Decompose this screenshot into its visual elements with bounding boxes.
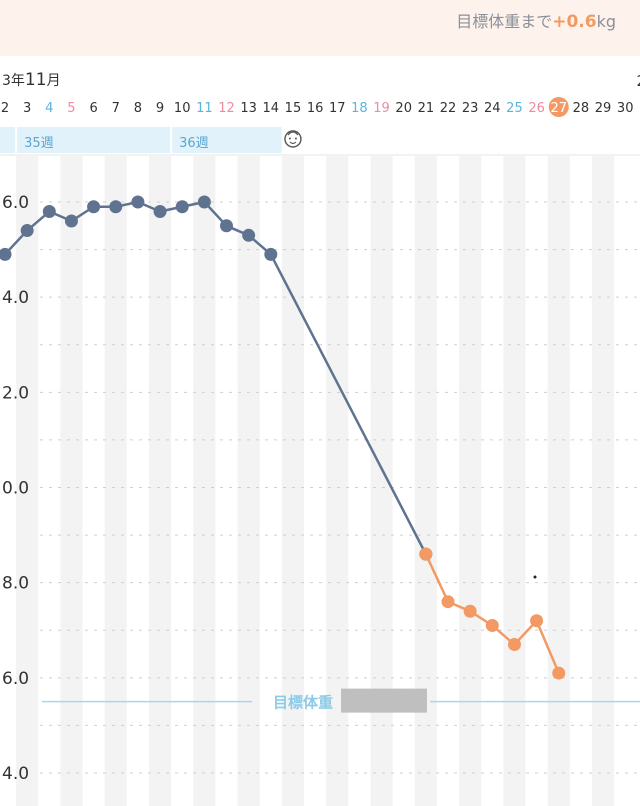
data-point[interactable] — [485, 618, 499, 632]
goal-remaining-text: 目標体重まで+0.6kg — [456, 8, 616, 32]
stray-dot — [533, 575, 537, 579]
day-label[interactable]: 17 — [329, 101, 346, 116]
day-stripe — [414, 156, 437, 806]
day-labels: 2 3 4 5 6 7 8 9 10 11 12 13 14 15 16 17 18 19 20 21 22 23 24 25… — [1, 97, 634, 117]
data-point[interactable] — [507, 638, 521, 652]
day-stripe — [547, 156, 570, 806]
week-bar-bg — [0, 127, 282, 153]
day-stripe — [193, 156, 216, 806]
day-label[interactable]: 26 — [528, 101, 545, 116]
day-stripe — [326, 156, 349, 806]
day-stripe — [60, 156, 83, 806]
today-marker — [548, 97, 569, 117]
weight-chart[interactable]: 35週 36週 2 3 4 5 6 7 8 9 10 11 12 13 14 15 16 17 18 19 20 21 2… — [0, 96, 640, 806]
day-label[interactable]: 22 — [440, 101, 457, 116]
day-label[interactable]: 21 — [418, 101, 435, 116]
data-point[interactable] — [175, 200, 189, 214]
y-tick-label: 4.0 — [2, 764, 29, 784]
y-tick-label: 0.0 — [2, 479, 29, 499]
week-label: 35週 — [24, 136, 54, 151]
data-point[interactable] — [64, 214, 78, 228]
goal-value: +0.6 — [552, 12, 597, 32]
data-point[interactable] — [197, 195, 211, 209]
data-point[interactable] — [264, 247, 278, 261]
day-label[interactable]: 25 — [506, 101, 523, 116]
y-axis-labels: 6.0 4.0 2.0 0.0 8.0 6.0 4.0 — [2, 193, 29, 784]
day-label[interactable]: 10 — [174, 101, 191, 116]
data-point[interactable] — [441, 595, 455, 609]
day-stripe — [591, 156, 615, 806]
data-point[interactable] — [131, 195, 145, 209]
y-tick-label: 2.0 — [2, 383, 29, 403]
day-label[interactable]: 4 — [45, 101, 53, 116]
day-label[interactable]: 24 — [484, 101, 501, 116]
data-point[interactable] — [109, 200, 123, 214]
data-point[interactable] — [153, 205, 167, 219]
day-label[interactable]: 23 — [462, 101, 479, 116]
data-point[interactable] — [87, 200, 101, 214]
day-label[interactable]: 19 — [373, 101, 390, 116]
month-number: 11 — [24, 70, 47, 90]
day-label[interactable]: 15 — [285, 101, 302, 116]
day-label[interactable]: 29 — [595, 101, 612, 116]
day-stripe — [237, 156, 260, 806]
day-stripe — [503, 156, 526, 806]
data-point[interactable] — [20, 224, 34, 238]
baby-face-icon — [284, 130, 302, 148]
day-label[interactable]: 5 — [67, 101, 75, 116]
series-line — [424, 553, 560, 674]
goal-label: 目標体重まで — [456, 12, 553, 31]
data-point[interactable] — [463, 604, 477, 618]
day-label[interactable]: 30 — [617, 101, 634, 116]
day-stripe — [459, 156, 482, 806]
day-label[interactable]: 12 — [218, 101, 235, 116]
target-label: 目標体重 — [273, 694, 333, 712]
grid-lines — [40, 201, 640, 774]
month-label: 3年11月 — [2, 70, 61, 90]
data-point[interactable] — [419, 547, 433, 561]
data-point[interactable] — [530, 614, 544, 628]
day-label[interactable]: 20 — [395, 101, 412, 116]
day-label[interactable]: 27 — [550, 101, 567, 116]
day-label[interactable]: 2 — [1, 101, 9, 116]
day-stripe — [281, 156, 305, 806]
target-weight-line: 目標体重 — [42, 688, 640, 713]
next-month-partial: 2 — [636, 72, 640, 90]
target-value-redacted — [341, 688, 427, 713]
year-suffix: 3 — [2, 73, 11, 89]
y-tick-label: 6.0 — [2, 669, 29, 689]
goal-unit: kg — [596, 12, 616, 31]
day-label[interactable]: 6 — [89, 101, 97, 116]
day-stripe — [148, 156, 172, 806]
y-tick-label: 6.0 — [2, 193, 29, 213]
data-point[interactable] — [552, 666, 566, 680]
data-point[interactable] — [220, 219, 233, 233]
day-stripe — [104, 156, 127, 806]
y-tick-label: 4.0 — [2, 288, 29, 308]
day-label[interactable]: 8 — [134, 101, 142, 116]
data-point[interactable] — [42, 205, 56, 219]
week-label: 36週 — [179, 136, 209, 151]
day-label[interactable]: 11 — [196, 101, 213, 116]
day-label[interactable]: 16 — [307, 101, 324, 116]
day-label[interactable]: 3 — [23, 101, 31, 116]
day-label[interactable]: 13 — [240, 101, 257, 116]
year-char: 年 — [10, 73, 25, 89]
week-bar: 35週 36週 — [0, 127, 640, 156]
day-stripes — [16, 156, 615, 806]
data-point[interactable] — [242, 228, 256, 242]
month-char: 月 — [46, 73, 61, 89]
data-point[interactable] — [0, 247, 12, 261]
day-stripe — [16, 156, 39, 806]
y-tick-label: 8.0 — [2, 574, 29, 594]
goal-header: 目標体重まで+0.6kg — [0, 0, 640, 56]
series-points — [0, 195, 566, 680]
day-label[interactable]: 18 — [351, 101, 368, 116]
day-label[interactable]: 28 — [573, 101, 590, 116]
day-label[interactable]: 9 — [156, 101, 164, 116]
day-stripe — [370, 156, 393, 806]
day-label[interactable]: 14 — [263, 101, 280, 116]
day-label[interactable]: 7 — [112, 101, 120, 116]
